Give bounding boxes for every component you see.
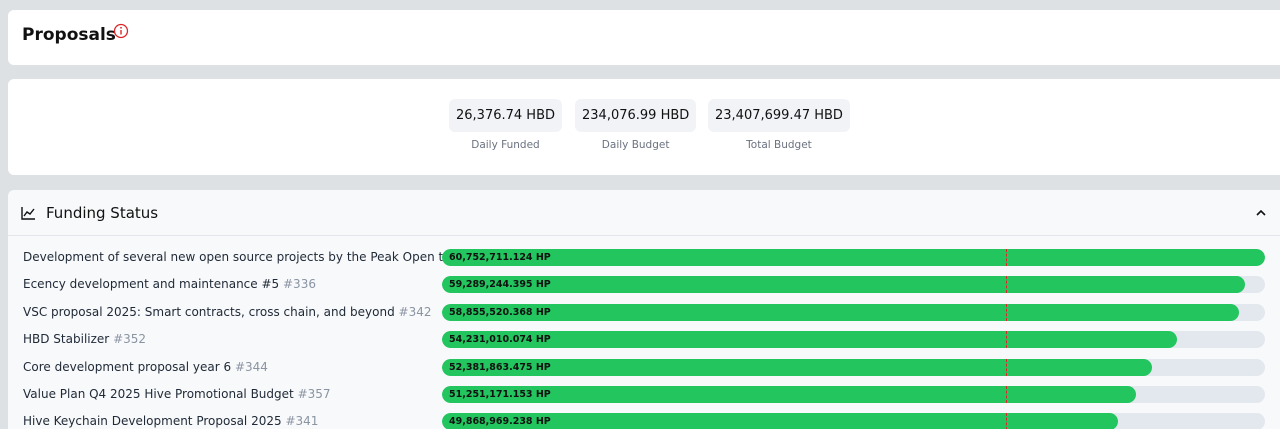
header-card: Proposals <box>8 10 1280 65</box>
stat-label: Total Budget <box>746 139 812 151</box>
proposal-id: #336 <box>283 277 316 292</box>
vote-bar <box>442 413 1118 429</box>
threshold-line <box>1005 249 1007 266</box>
proposal-title: Value Plan Q4 2025 Hive Promotional Budg… <box>23 387 331 401</box>
bar-track: 54,231,010.074 HP <box>442 331 1265 349</box>
vote-label: 52,381,863.475 HP <box>449 361 551 373</box>
bar-track: 59,289,244.395 HP <box>442 276 1265 294</box>
proposal-title: VSC proposal 2025: Smart contracts, cros… <box>23 305 432 319</box>
vote-label: 51,251,171.153 HP <box>449 389 551 400</box>
vote-label: 49,868,969.238 HP <box>449 416 551 428</box>
page-title: Proposals <box>22 25 116 45</box>
vote-bar <box>442 276 1246 294</box>
proposal-id: #341 <box>285 414 319 429</box>
bar-track: 51,251,171.153 HP <box>442 386 1265 403</box>
vote-bar <box>442 386 1137 403</box>
proposal-row: Core development proposal year 6 #344 52,… <box>8 358 1280 378</box>
stat-value: 26,376.74 HBD <box>449 99 562 132</box>
stat: 26,376.74 HBD Daily Funded <box>449 99 562 151</box>
bar-track: 49,868,969.238 HP <box>442 413 1265 429</box>
proposal-name[interactable]: Core development proposal year 6 <box>23 359 232 374</box>
threshold-line <box>1005 331 1007 349</box>
threshold-line <box>1005 358 1007 376</box>
bar-track: 60,752,711.124 HP <box>442 249 1265 266</box>
proposal-name[interactable]: VSC proposal 2025: Smart contracts, cros… <box>23 304 395 319</box>
vote-label: 54,231,010.074 HP <box>449 334 551 346</box>
stat-value: 234,076.99 HBD <box>575 99 697 132</box>
proposal-row: Hive Keychain Development Proposal 2025 … <box>8 412 1280 429</box>
proposal-name[interactable]: Hive Keychain Development Proposal 2025 <box>23 414 282 429</box>
stat-value: 23,407,699.47 HBD <box>708 99 850 132</box>
proposal-row: Value Plan Q4 2025 Hive Promotional Budg… <box>8 385 1280 405</box>
stat: 234,076.99 HBD Daily Budget <box>575 99 697 151</box>
threshold-line <box>1005 303 1007 321</box>
threshold-line <box>1005 276 1007 294</box>
threshold-line <box>1005 413 1007 429</box>
proposal-row: Ecency development and maintenance #5 #3… <box>8 275 1280 295</box>
info-icon[interactable] <box>113 23 129 39</box>
vote-bar <box>442 358 1152 376</box>
proposal-title: HBD Stabilizer #352 <box>23 332 146 346</box>
proposal-name[interactable]: Development of several new open source p… <box>23 250 470 264</box>
vote-label: 59,289,244.395 HP <box>449 279 551 291</box>
funding-title: Funding Status <box>46 204 159 222</box>
threshold-line <box>1005 386 1007 403</box>
proposal-name[interactable]: Ecency development and maintenance #5 <box>23 277 280 292</box>
funding-card: Funding Status Development of several ne… <box>8 190 1280 429</box>
collapse-chevron[interactable] <box>1255 207 1267 219</box>
proposal-title: Ecency development and maintenance #5 #3… <box>23 277 316 291</box>
vote-bar <box>442 249 1265 266</box>
funding-header[interactable]: Funding Status <box>8 190 1280 236</box>
proposal-id: #344 <box>234 359 268 374</box>
chart-icon <box>21 207 35 220</box>
bar-track: 58,855,520.368 HP <box>442 303 1265 321</box>
bar-track: 52,381,863.475 HP <box>442 358 1265 376</box>
proposal-id: #342 <box>398 304 432 319</box>
vote-bar <box>442 331 1177 349</box>
proposal-name[interactable]: Value Plan Q4 2025 Hive Promotional Budg… <box>23 387 294 401</box>
proposal-title: Core development proposal year 6 #344 <box>23 360 268 374</box>
proposal-name[interactable]: HBD Stabilizer <box>23 332 110 347</box>
proposal-title: Hive Keychain Development Proposal 2025 … <box>23 414 318 428</box>
stat-label: Daily Budget <box>601 139 670 151</box>
proposal-row: Development of several new open source p… <box>8 248 1280 268</box>
vote-bar <box>442 303 1240 321</box>
proposal-id: #352 <box>113 332 147 347</box>
proposal-title: Development of several new open source p… <box>23 250 470 264</box>
vote-label: 58,855,520.368 HP <box>449 306 551 318</box>
stats-card: 26,376.74 HBD Daily Funded 234,076.99 HBD D… <box>8 79 1280 175</box>
proposal-row: HBD Stabilizer #352 54,231,010.074 HP <box>8 330 1280 350</box>
stat: 23,407,699.47 HBD Total Budget <box>708 99 850 151</box>
proposal-id: #357 <box>297 387 331 401</box>
stat-label: Daily Funded <box>471 139 540 151</box>
proposal-row: VSC proposal 2025: Smart contracts, cros… <box>8 303 1280 323</box>
vote-label: 60,752,711.124 HP <box>449 252 551 263</box>
